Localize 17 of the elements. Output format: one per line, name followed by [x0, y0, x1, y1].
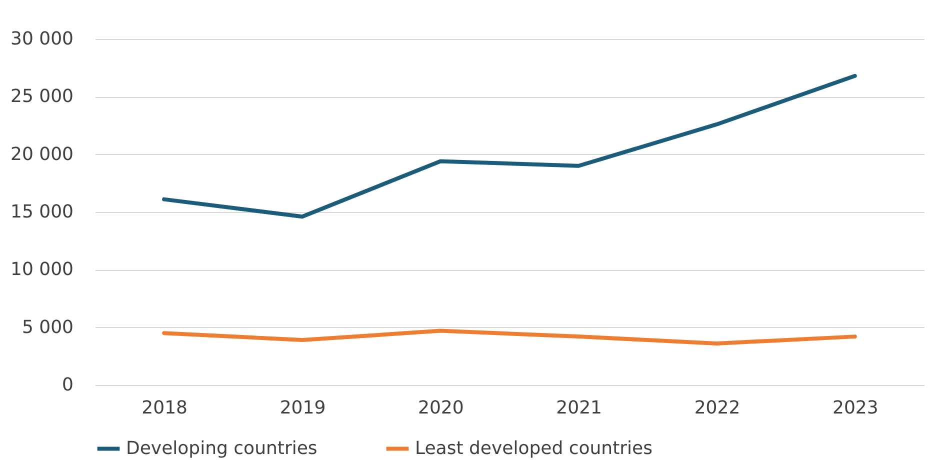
- y-tick-label: 20 000: [10, 144, 74, 165]
- y-tick-label: 25 000: [10, 86, 74, 108]
- x-tick-label: 2022: [694, 398, 740, 418]
- x-tick-label: 2019: [280, 398, 326, 418]
- x-tick-label: 2020: [418, 398, 464, 418]
- x-tick-label: 2018: [142, 398, 188, 418]
- x-tick-label: 2023: [832, 398, 878, 418]
- y-tick-label: 10 000: [10, 259, 74, 280]
- legend-label: Least developed countries: [415, 438, 652, 459]
- legend-label: Developing countries: [126, 438, 318, 459]
- y-tick-label: 5 000: [22, 316, 74, 338]
- y-tick-label: 0: [62, 374, 74, 396]
- line-series: [162, 328, 857, 346]
- y-tick-label: 30 000: [10, 28, 74, 50]
- y-tick-label: 15 000: [10, 202, 74, 222]
- x-tick-label: 2021: [556, 398, 602, 418]
- line-series: [162, 74, 857, 219]
